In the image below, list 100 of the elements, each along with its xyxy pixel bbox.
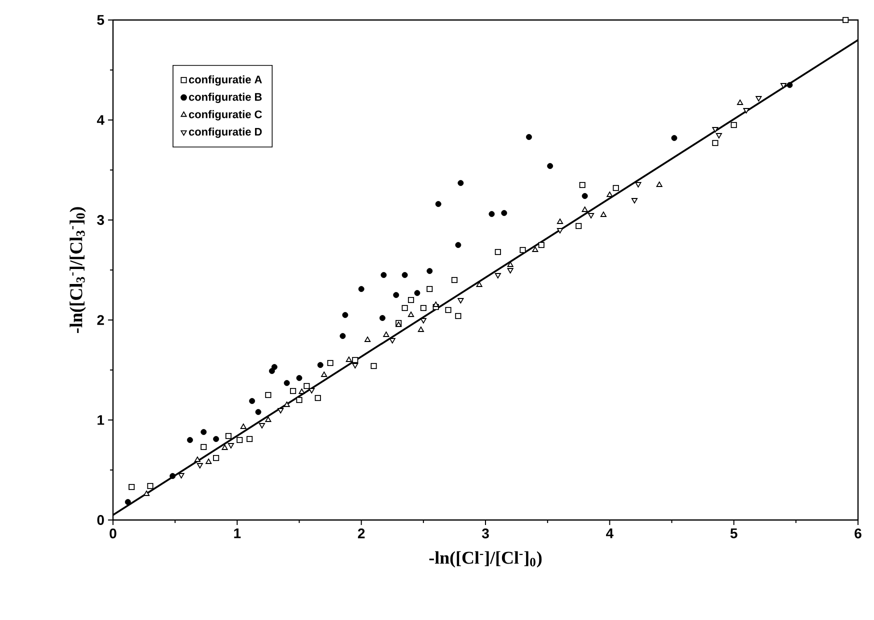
point [712,127,718,132]
point [246,436,253,442]
point [228,443,234,448]
point [147,482,154,490]
point [402,272,408,278]
x-tick-label: 1 [234,528,241,538]
x-tick-label: 3 [482,528,489,538]
y-tick-label: 5 [97,15,104,25]
point [494,248,501,256]
point [743,108,750,114]
point [671,135,678,141]
point [194,456,200,462]
point [178,473,184,478]
point [455,312,462,320]
point [435,201,442,207]
x-tick-label: 5 [730,528,738,538]
point [635,182,642,188]
point [258,423,266,428]
point [379,315,386,321]
point [588,213,594,218]
point [170,473,176,479]
point [458,298,464,304]
x-tick-label: 6 [854,528,862,538]
point [296,375,302,381]
legend-label: configuratie D [188,128,262,138]
point [271,364,278,370]
point [225,432,232,440]
point [455,242,462,248]
point [186,437,193,443]
point [143,490,150,496]
point [716,133,722,138]
point [780,83,787,88]
point [222,444,228,450]
point [458,180,464,186]
point [730,122,737,128]
point [476,282,482,287]
point [445,306,452,314]
point [631,198,638,204]
legend-label: configuratie A [188,75,262,86]
point [842,16,849,24]
point [290,388,296,394]
point [383,332,390,337]
point [342,312,348,318]
point [576,222,582,230]
point [507,268,514,274]
point [507,262,514,267]
point [200,444,207,450]
point [213,454,220,462]
point [346,356,352,362]
point [128,484,135,490]
point [756,96,762,102]
point [494,273,501,278]
point [426,286,433,292]
point [265,392,272,398]
point [501,210,508,216]
point [786,82,793,88]
point [327,360,334,366]
point [370,362,377,370]
x-tick-label: 2 [358,528,365,538]
point [414,290,420,296]
point [600,212,607,217]
point [314,394,321,402]
point [278,408,284,414]
point [408,312,414,317]
point [364,336,371,342]
point [124,499,131,505]
y-tick-label: 4 [96,115,104,125]
point [656,182,662,187]
point [426,268,433,274]
point [556,218,564,224]
point [451,276,458,284]
point [213,436,220,442]
point [579,182,586,188]
point [389,338,396,344]
point [249,398,256,404]
legend-label: configuratie B [188,92,262,104]
point [612,184,619,192]
x-tick-label: 4 [606,528,614,538]
y-tick-label: 1 [98,415,104,425]
point [420,304,426,312]
point [358,286,364,292]
y-tick-label: 3 [97,215,104,225]
point [712,140,718,146]
point [606,192,613,197]
point [432,302,439,307]
point [317,362,324,368]
point [526,134,532,140]
point [284,380,290,386]
point [582,193,588,199]
point [520,246,526,254]
point [380,272,387,278]
point [255,409,262,415]
point [196,463,203,468]
point [298,388,305,394]
point [547,163,554,169]
point [240,424,246,429]
point [340,333,346,339]
point [538,242,544,248]
y-tick-label: 0 [97,515,104,525]
point [352,363,358,368]
